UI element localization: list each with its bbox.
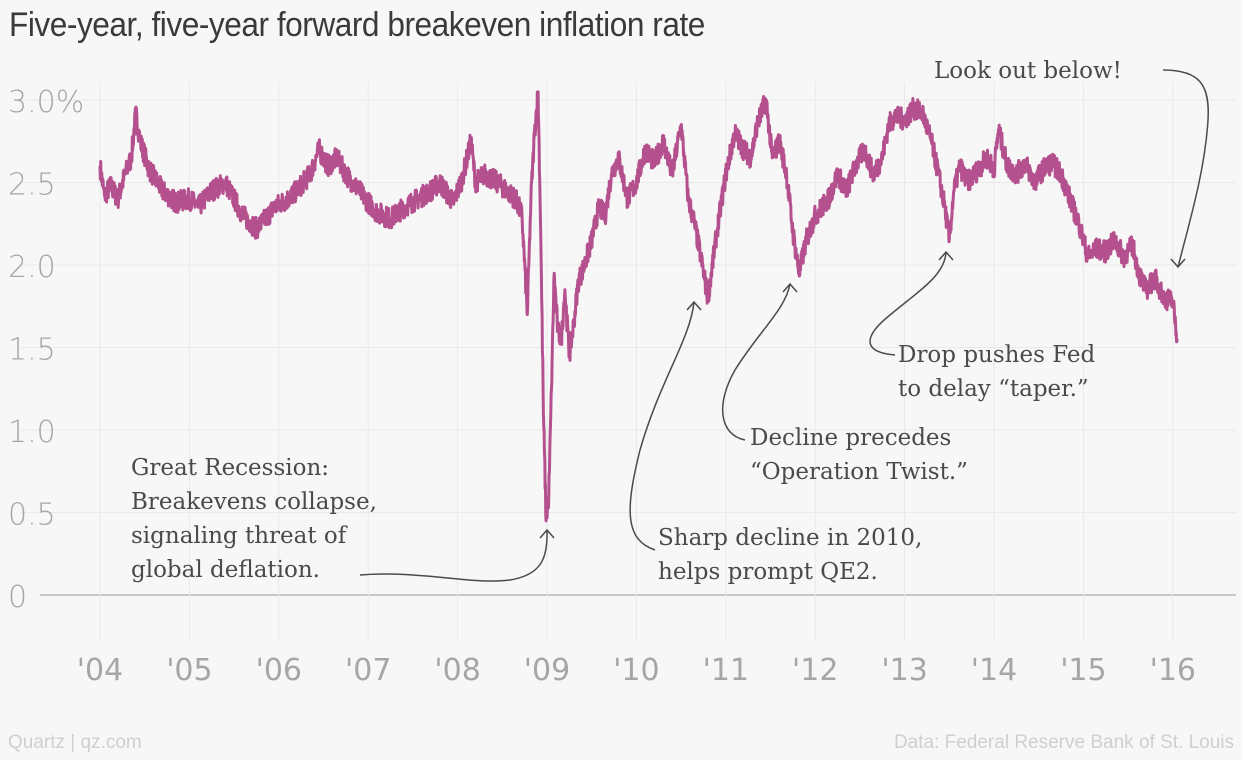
x-axis: '04 '05 '06 '07 '08 '09 '10 '11 '12 '13 '14 '15 '16	[77, 653, 1196, 688]
annotation-look-out-below: Look out below!	[934, 58, 1209, 269]
annotation-sharp-decline-2010: Sharp decline in 2010, helps prompt QE2.	[629, 300, 922, 585]
footer-source-right: Data: Federal Reserve Bank of St. Louis	[893, 732, 1234, 753]
x-tick-label: '05	[166, 653, 212, 688]
annotation-great-recession: Great Recession: Breakevens collapse, sign…	[131, 455, 555, 583]
x-tick-label: '14	[971, 653, 1017, 688]
annotation-text-line: Breakevens collapse,	[131, 489, 377, 515]
annotation-text-line: “Operation Twist.”	[750, 459, 968, 485]
arrowhead-icon	[539, 528, 555, 539]
annotation-text-line: Sharp decline in 2010,	[658, 525, 922, 551]
annotation-text-line: helps prompt QE2.	[658, 559, 878, 585]
annotation-text-line: Great Recession:	[131, 455, 329, 481]
annotation-taper-delay: Drop pushes Fed to delay “taper.”	[869, 250, 1096, 402]
chart-title: Five-year, five-year forward breakeven i…	[9, 6, 705, 44]
annotations: Great Recession: Breakevens collapse, sign…	[131, 58, 1209, 585]
x-tick-label: '07	[345, 653, 391, 688]
y-tick-label: 0	[8, 580, 27, 615]
series-line-breakeven	[98, 90, 1179, 523]
y-tick-label: 2.0	[8, 250, 56, 285]
y-tick-label: 1.0	[8, 415, 56, 450]
x-tick-label: '04	[77, 653, 123, 688]
arrowhead-icon	[782, 282, 798, 293]
x-tick-label: '10	[613, 653, 659, 688]
annotation-text-line: global deflation.	[131, 557, 320, 583]
x-tick-label: '06	[256, 653, 302, 688]
y-tick-label: 1.5	[8, 333, 56, 368]
annotation-text-line: signaling threat of	[131, 523, 348, 549]
y-tick-label: 0.5	[8, 498, 56, 533]
x-tick-label: '09	[524, 653, 570, 688]
y-axis: 3.0% 2.5 2.0 1.5 1.0 0.5 0	[8, 85, 84, 615]
annotation-arrow	[1162, 69, 1209, 268]
annotation-operation-twist: Decline precedes “Operation Twist.”	[721, 282, 968, 485]
annotation-text-line: Decline precedes	[750, 425, 951, 451]
y-tick-label: 3.0%	[8, 85, 84, 120]
annotation-arrow	[869, 251, 947, 356]
annotation-arrow	[629, 301, 695, 551]
arrowhead-icon	[938, 250, 954, 261]
arrowhead-icon	[1170, 258, 1186, 269]
x-tick-label: '11	[703, 653, 749, 688]
annotation-text-line: to delay “taper.”	[898, 376, 1089, 402]
x-tick-label: '12	[792, 653, 838, 688]
annotation-text-line: Drop pushes Fed	[898, 342, 1096, 368]
arrowhead-icon	[686, 300, 702, 311]
annotation-arrow	[359, 529, 548, 582]
grid-layer	[20, 82, 1236, 640]
x-tick-label: '13	[881, 653, 927, 688]
footer-source-left: Quartz | qz.com	[8, 732, 142, 753]
annotation-text-line: Look out below!	[934, 58, 1122, 84]
x-tick-label: '15	[1060, 653, 1106, 688]
y-tick-label: 2.5	[8, 168, 56, 203]
x-tick-label: '08	[434, 653, 480, 688]
x-tick-label: '16	[1150, 653, 1196, 688]
annotation-arrow	[721, 283, 791, 441]
